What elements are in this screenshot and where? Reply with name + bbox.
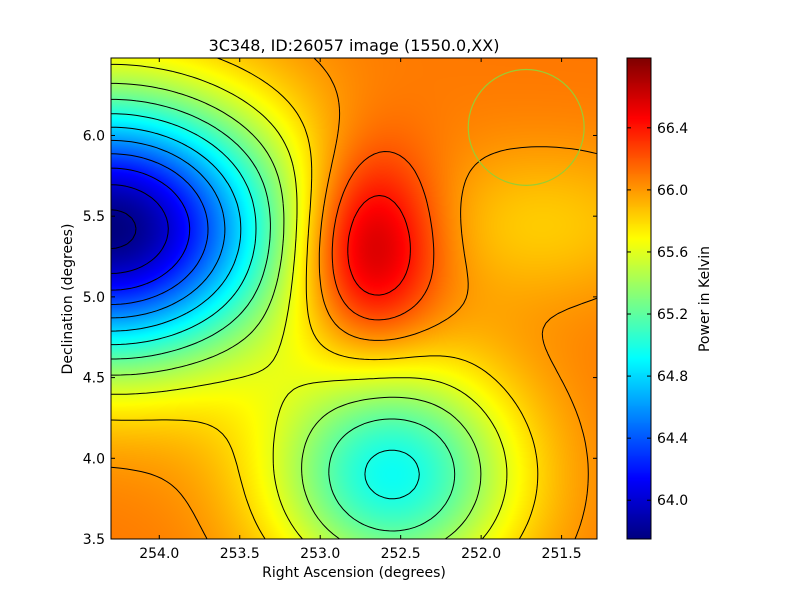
colorbar-tick-label: 66.4 (657, 121, 688, 137)
x-tick-label: 252.0 (461, 546, 501, 562)
plot-frame (110, 57, 598, 540)
contour-line-0 (110, 209, 137, 249)
y-tick-label: 4.5 (83, 371, 105, 387)
colorbar-gradient (627, 58, 651, 539)
colorbar-label: Power in Kelvin (697, 246, 713, 352)
colorbar-tick-label: 64.4 (657, 431, 688, 447)
contour-line-3 (110, 153, 209, 305)
colorbar-tick-label: 64.0 (657, 493, 688, 509)
x-axis-ticks: 254.0 253.5 253.0 252.5 252.0 251.5 (139, 58, 582, 562)
contour-line-4 (110, 139, 226, 319)
x-tick-label: 253.5 (220, 546, 260, 562)
colorbar-tick-label: 66.0 (657, 183, 688, 199)
plot-area: 254.0 253.5 253.0 252.5 252.0 251.5 3.5 4.0 4.5… (83, 57, 598, 562)
x-tick-label: 253.0 (300, 546, 340, 562)
x-tick-label: 254.0 (139, 546, 179, 562)
contour-line-7 (111, 98, 456, 532)
x-tick-label: 252.5 (381, 546, 421, 562)
colorbar-tick-label: 65.2 (657, 307, 688, 323)
colorbar-tick-label: 64.8 (657, 369, 688, 385)
contour-line-2 (110, 167, 191, 291)
contour-line-10 (110, 57, 539, 540)
y-tick-label: 6.0 (83, 128, 105, 144)
contour-line-5 (110, 126, 242, 332)
y-tick-label: 4.0 (83, 451, 105, 467)
heatmap-raster (111, 58, 597, 539)
contour-lines (110, 57, 598, 540)
colorbar-ticks: 64.0 64.4 64.8 65.2 65.6 66.0 66.4 (627, 121, 688, 509)
contour-line-1 (110, 184, 169, 274)
y-axis-label: Declination (degrees) (60, 224, 76, 375)
y-axis-ticks: 3.5 4.0 4.5 5.0 5.5 6.0 (83, 128, 597, 548)
chart-title: 3C348, ID:26057 image (1550.0,XX) (209, 36, 500, 55)
y-tick-label: 5.5 (83, 209, 105, 225)
x-tick-label: 251.5 (542, 546, 582, 562)
beam-circle (467, 68, 585, 186)
contour-line-6 (110, 113, 420, 500)
y-tick-label: 3.5 (83, 532, 105, 548)
colorbar-tick-label: 65.6 (657, 245, 688, 261)
x-axis-label: Right Ascension (degrees) (262, 565, 446, 581)
colorbar-frame (626, 57, 652, 540)
contour-line-13 (347, 195, 411, 296)
contour-line-8 (111, 82, 482, 540)
y-tick-label: 5.0 (83, 290, 105, 306)
contour-line-11 (110, 57, 598, 540)
contour-line-9 (111, 63, 508, 540)
contour-line-12 (331, 151, 435, 321)
colorbar: 64.0 64.4 64.8 65.2 65.6 66.0 66.4 Power in Ke… (626, 57, 713, 540)
